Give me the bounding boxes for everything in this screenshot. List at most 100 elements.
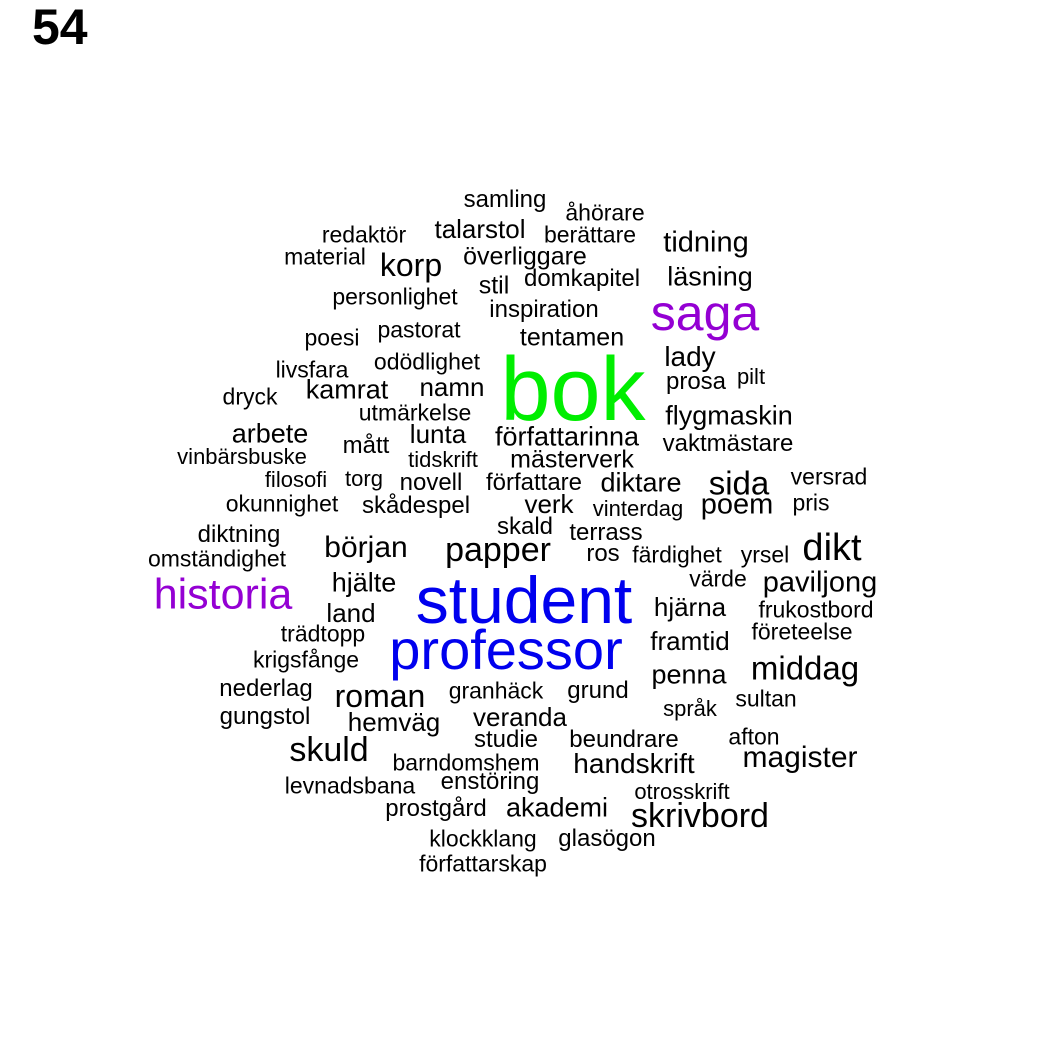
word-grund: grund [567, 677, 629, 704]
word-roman: roman [334, 678, 426, 714]
word-afton: afton [728, 723, 780, 750]
word-poem: poem [700, 488, 774, 521]
word-matt: mått [342, 432, 390, 459]
word-dryck: dryck [222, 383, 278, 410]
word-livsfara: livsfara [275, 356, 349, 383]
word-lady: lady [664, 341, 716, 372]
word-domkapitel: domkapitel [523, 265, 641, 292]
word-korp: korp [379, 247, 443, 283]
word-vaktmastare: vaktmästare [662, 430, 794, 457]
word-levnadsbana: levnadsbana [284, 772, 416, 799]
word-tentamen: tentamen [519, 323, 625, 352]
word-saga: saga [650, 285, 760, 341]
word-varde: värde [689, 565, 747, 592]
word-granhack: granhäck [448, 677, 544, 704]
word-torg: torg [345, 466, 383, 491]
word-poesi: poesi [304, 324, 360, 351]
word-personlighet: personlighet [332, 283, 458, 310]
word-lunta: lunta [409, 419, 467, 449]
word-historia: historia [153, 570, 293, 619]
word-yrsel: yrsel [740, 541, 790, 568]
word-ros: ros [586, 540, 620, 567]
word-bok: bok [500, 340, 646, 440]
word-okunnighet: okunnighet [225, 490, 339, 517]
word-foreteelse: företeelse [751, 618, 853, 645]
word-filosofi: filosofi [264, 467, 328, 492]
word-lasning: läsning [667, 261, 753, 292]
word-pris: pris [792, 489, 830, 516]
word-student: student [415, 563, 633, 637]
word-inspiration: inspiration [489, 296, 599, 323]
word-tidning: tidning [663, 226, 749, 259]
word-sultan: sultan [735, 685, 797, 712]
word-tradtopp: trädtopp [280, 620, 366, 647]
word-arbete: arbete [231, 418, 309, 449]
word-magister: magister [742, 741, 858, 774]
word-gungstol: gungstol [219, 703, 311, 730]
word-frukostbord: frukostbord [758, 596, 874, 623]
word-berattare: berättare [543, 221, 637, 248]
word-pilt: pilt [736, 364, 766, 389]
word-barndomshem: barndomshem [392, 749, 540, 776]
word-skadespel: skådespel [361, 492, 471, 519]
word-novell: novell [399, 469, 463, 496]
word-pastorat: pastorat [377, 316, 461, 343]
word-flygmaskin: flygmaskin [665, 400, 793, 431]
word-paviljong: paviljong [762, 566, 878, 599]
word-versrad: versrad [790, 463, 868, 490]
word-skuld: skuld [289, 731, 369, 769]
word-beundrare: beundrare [569, 726, 679, 753]
word-prostgard: prostgård [385, 795, 487, 822]
word-omstandighet: omständighet [147, 545, 287, 572]
word-tidskrift: tidskrift [408, 447, 478, 472]
word-utmarkelse: utmärkelse [358, 399, 472, 426]
word-talarstol: talarstol [434, 214, 526, 244]
word-kamrat: kamrat [305, 374, 389, 405]
word-ododlighet: odödlighet [373, 348, 481, 375]
word-penna: penna [651, 659, 727, 690]
word-samling: samling [463, 186, 547, 213]
word-terrass: terrass [569, 519, 643, 546]
word-dikt: dikt [802, 527, 862, 569]
word-forfattarinna: författarinna [494, 421, 640, 452]
word-nederlag: nederlag [219, 675, 313, 702]
word-borjan: början [324, 531, 408, 564]
word-diktare: diktare [600, 467, 682, 498]
word-vinbarsbuske: vinbärsbuske [177, 444, 307, 469]
word-enstoring: enstöring [440, 768, 540, 795]
word-framtid: framtid [650, 626, 730, 656]
word-handskrift: handskrift [573, 748, 695, 779]
word-hjarna: hjärna [653, 592, 727, 622]
word-namn: namn [419, 372, 485, 402]
word-middag: middag [750, 649, 860, 687]
word-vinterdag: vinterdag [592, 496, 684, 521]
word-skrivbord: skrivbord [631, 797, 769, 835]
word-studie: studie [473, 726, 539, 753]
word-masterverk: mästerverk [510, 445, 634, 474]
word-glasogon: glasögon [558, 825, 656, 852]
word-stil: stil [478, 271, 510, 300]
word-material: material [284, 243, 366, 270]
page-number: 54 [32, 0, 88, 55]
word-diktning: diktning [197, 521, 281, 548]
word-verk: verk [524, 489, 574, 519]
word-veranda: veranda [473, 702, 567, 732]
word-klockklang: klockklang [429, 825, 537, 852]
word-professor: professor [389, 618, 623, 681]
word-papper: papper [445, 531, 551, 569]
word-akademi: akademi [505, 792, 609, 823]
word-otrosskrift: otrosskrift [634, 779, 730, 804]
word-redaktor: redaktör [321, 221, 407, 248]
word-forfattarskap: författarskap [419, 850, 547, 877]
word-prosa: prosa [665, 368, 727, 395]
word-hjalte: hjälte [331, 567, 397, 598]
word-fardighet: färdighet [632, 541, 722, 568]
word-sida: sida [708, 464, 770, 502]
word-ahorare: åhörare [565, 199, 645, 226]
word-forfattare: författare [485, 469, 583, 496]
word-skald: skald [496, 513, 554, 540]
word-sprak: språk [663, 696, 717, 721]
word-land: land [326, 598, 376, 628]
